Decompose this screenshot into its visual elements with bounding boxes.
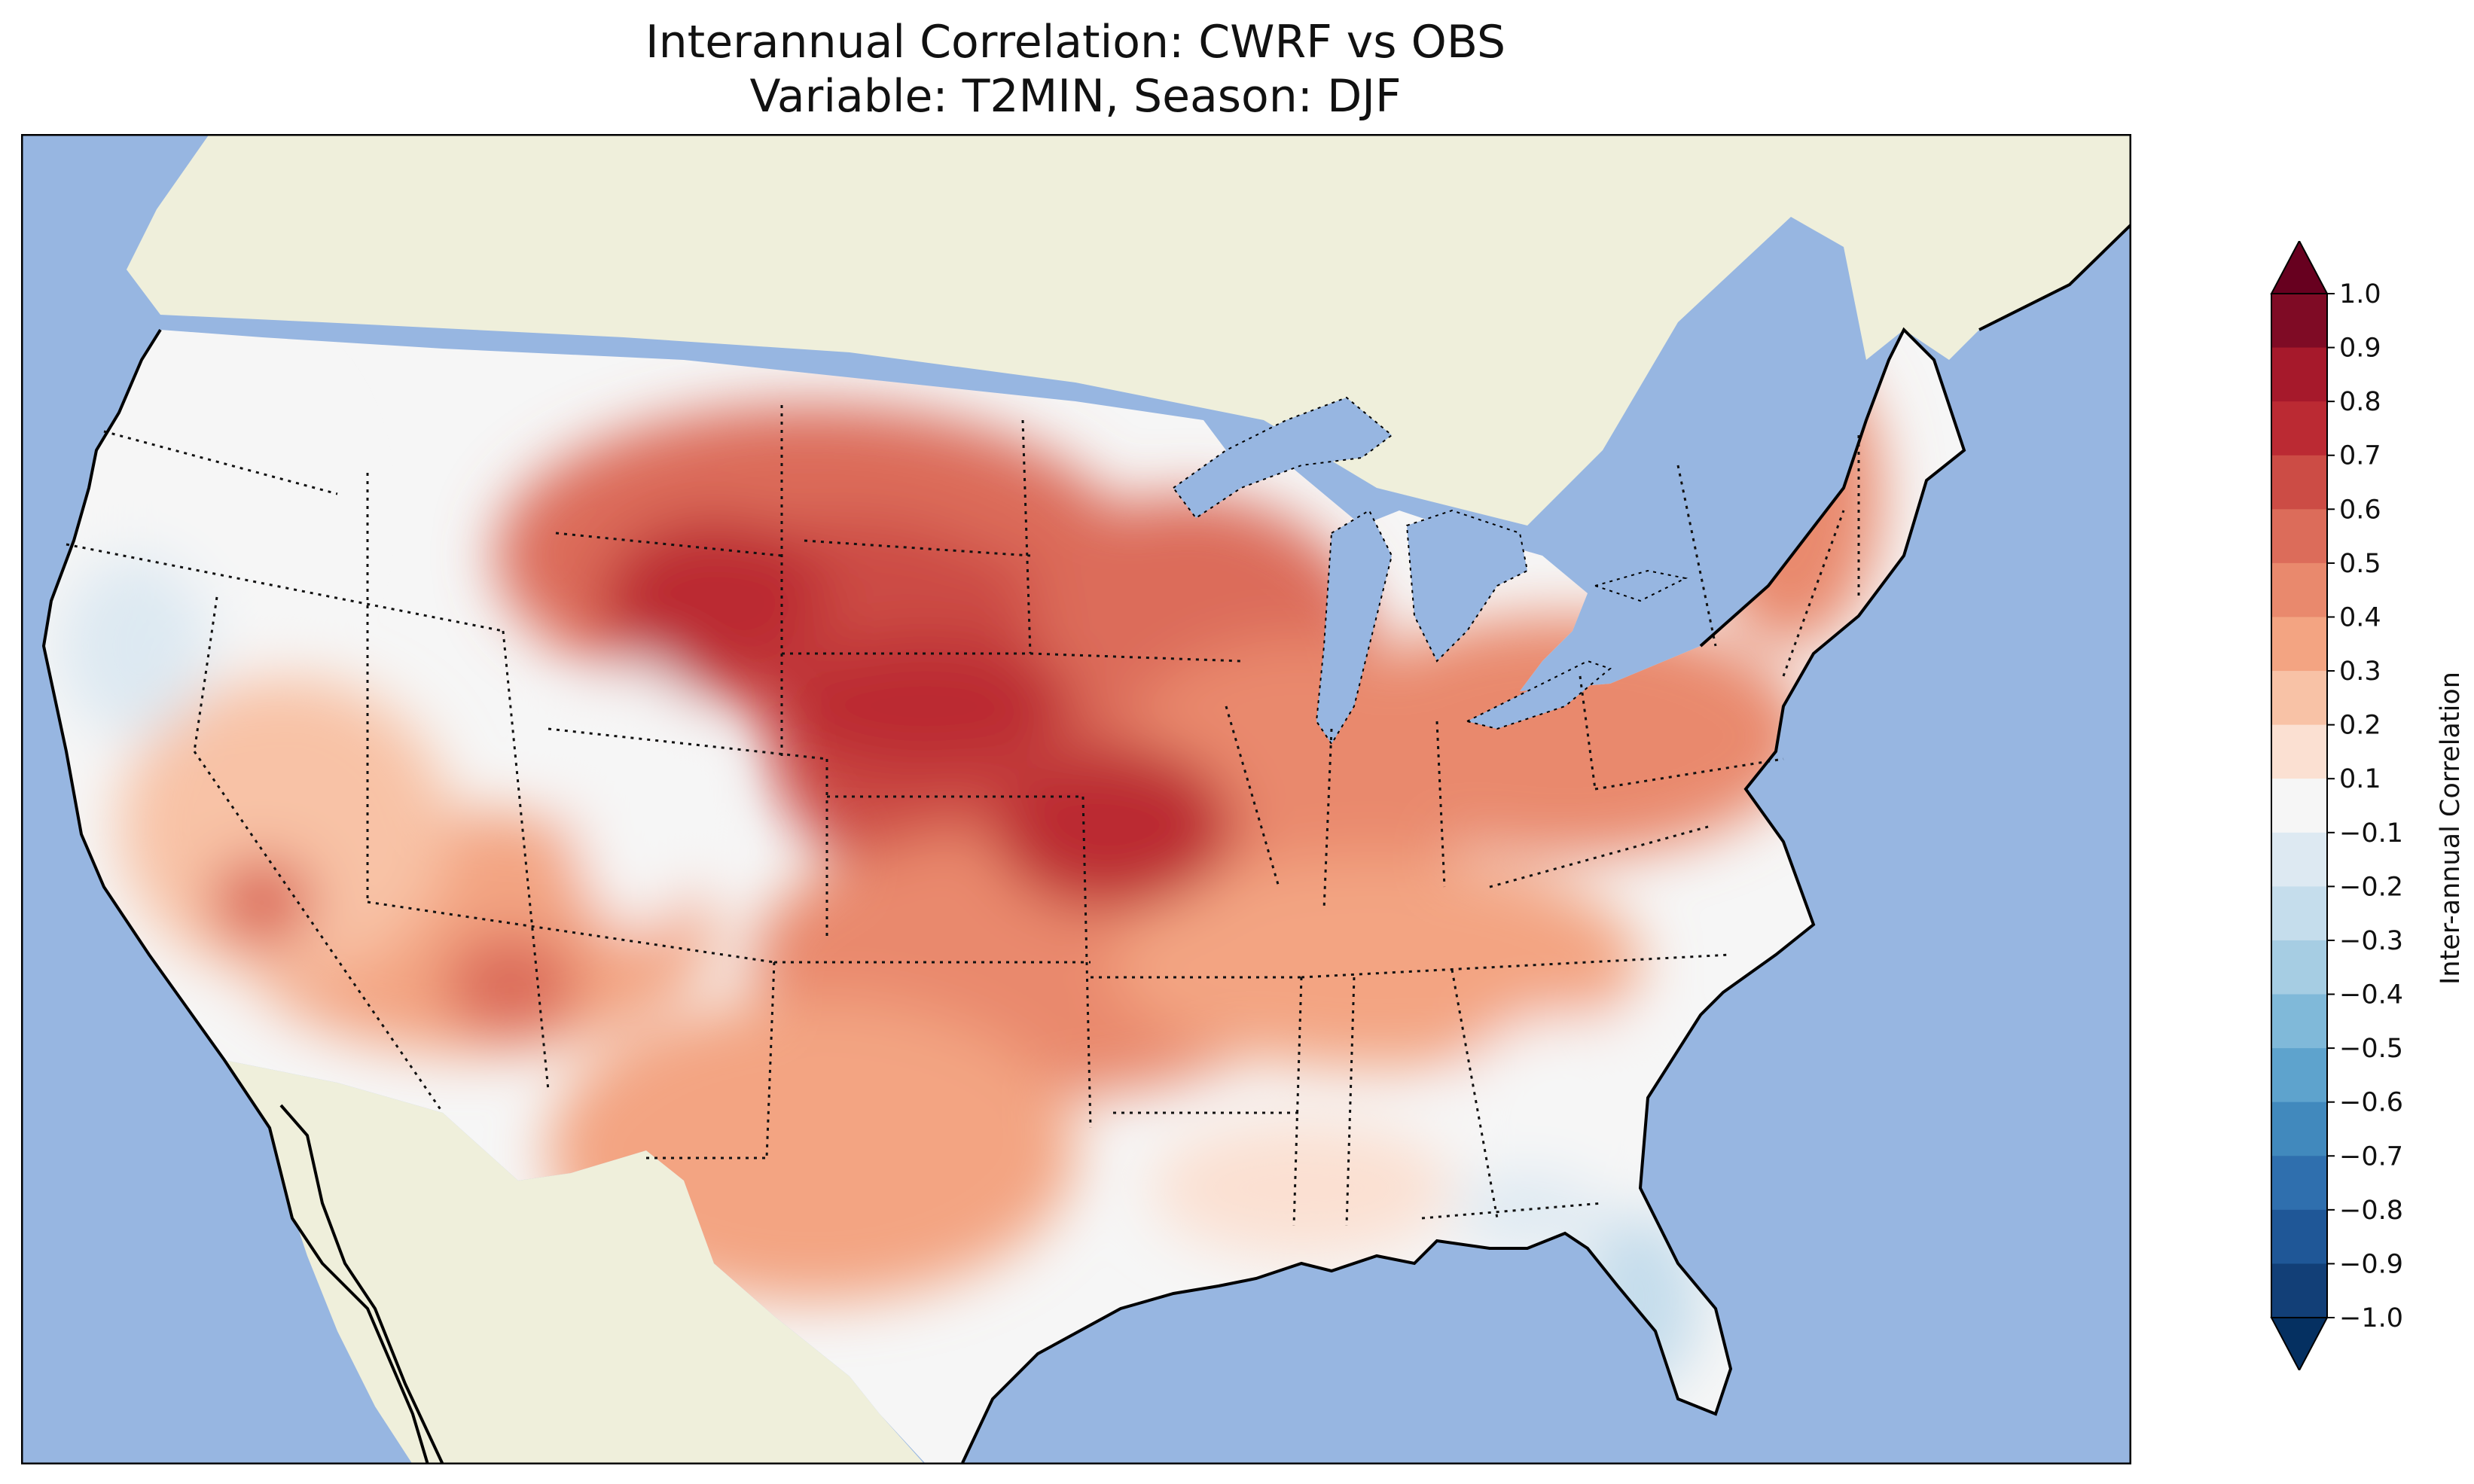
baja-coastline: [279, 1104, 444, 1464]
colorbar-tick-label: 0.1: [2339, 764, 2381, 794]
map-panel: [21, 134, 2131, 1464]
title-line-2: Variable: T2MIN, Season: DJF: [749, 70, 1402, 123]
colorbar-tick-label: 0.8: [2339, 387, 2381, 417]
colorbar-band: [2271, 1102, 2327, 1156]
colorbar-band: [2271, 401, 2327, 456]
correlation-field: [59, 345, 1881, 1391]
colorbar-band: [2271, 994, 2327, 1049]
colorbar-band: [2271, 562, 2327, 617]
colorbar-tick-label: −0.2: [2339, 872, 2403, 902]
lake-michigan: [1315, 509, 1393, 745]
lake-erie: [1465, 660, 1612, 730]
colorbar-band: [2271, 886, 2327, 941]
lake-huron: [1405, 509, 1529, 663]
colorbar-tick-label: −0.6: [2339, 1088, 2403, 1118]
colorbar-tick-label: 0.2: [2339, 711, 2381, 741]
colorbar-band: [2271, 455, 2327, 510]
canada-east-coastline: [1978, 223, 2131, 331]
colorbar-band: [2271, 617, 2327, 672]
map-frame: [21, 134, 2131, 1464]
colorbar-tick-label: 0.6: [2339, 495, 2381, 525]
colorbar-extend-max: [2270, 239, 2329, 294]
colorbar-band: [2271, 1156, 2327, 1211]
colorbar-band: [2271, 779, 2327, 833]
colorbar-band: [2271, 671, 2327, 726]
lake-ontario: [1592, 569, 1688, 602]
colorbar-band: [2271, 832, 2327, 887]
colorbar-tick-label: −0.4: [2339, 980, 2403, 1010]
colorbar-tick-label: 0.9: [2339, 334, 2381, 364]
colorbar-band: [2271, 294, 2327, 349]
great-lakes: [1172, 396, 1688, 745]
title-line-1: Interannual Correlation: CWRF vs OBS: [645, 16, 1506, 69]
colorbar-band: [2271, 509, 2327, 564]
colorbar-extend-min: [2270, 1317, 2329, 1373]
mexico-land: [224, 1060, 925, 1464]
colorbar-tick-label: −0.1: [2339, 818, 2403, 849]
colorbar-band: [2271, 724, 2327, 779]
lake-superior: [1172, 396, 1393, 520]
colorbar-band: [2271, 1209, 2327, 1264]
state-borders: [66, 405, 1860, 1227]
colorbar-band: [2271, 347, 2327, 402]
colorbar-band: [2271, 1048, 2327, 1103]
colorbar-tick-label: 1.0: [2339, 279, 2381, 309]
colorbar-tick-label: −0.5: [2339, 1034, 2403, 1064]
colorbar-band: [2271, 940, 2327, 995]
colorbar-outline: [2271, 293, 2328, 1318]
colorbar-tick-label: 0.3: [2339, 657, 2381, 687]
colorbar-tick-label: −0.8: [2339, 1196, 2403, 1226]
colorbar-tick-label: −1.0: [2339, 1303, 2403, 1333]
coastline: [41, 223, 2131, 1464]
colorbar-tick-label: 0.5: [2339, 549, 2381, 579]
colorbar-tick-label: −0.3: [2339, 926, 2403, 956]
colorbar-ticks: 1.0 0.9 0.8 0.7 0.6 0.5 0.4 0.3 0.2 0.1 −0.1 −0.2 −0…: [2327, 279, 2403, 1333]
colorbar-tick-label: −0.7: [2339, 1141, 2403, 1172]
us-coastline: [41, 328, 429, 1464]
colorbar-tick-label: −0.9: [2339, 1249, 2403, 1279]
gulf-coastline: [961, 327, 1966, 1464]
figure-title: Interannual Correlation: CWRF vs OBS Var…: [21, 15, 2130, 123]
colorbar-tick-label: 0.4: [2339, 602, 2381, 632]
colorbar-axis-label: Inter-annual Correlation: [2436, 672, 2466, 985]
canada-land: [21, 134, 2131, 526]
colorbar-tick-label: 0.7: [2339, 441, 2381, 471]
colorbar: 1.0 0.9 0.8 0.7 0.6 0.5 0.4 0.3 0.2 0.1 −0.1 −0.2 −0…: [2252, 239, 2474, 1373]
colorbar-band: [2271, 1263, 2327, 1318]
colorbar-bands: [2270, 239, 2329, 1373]
